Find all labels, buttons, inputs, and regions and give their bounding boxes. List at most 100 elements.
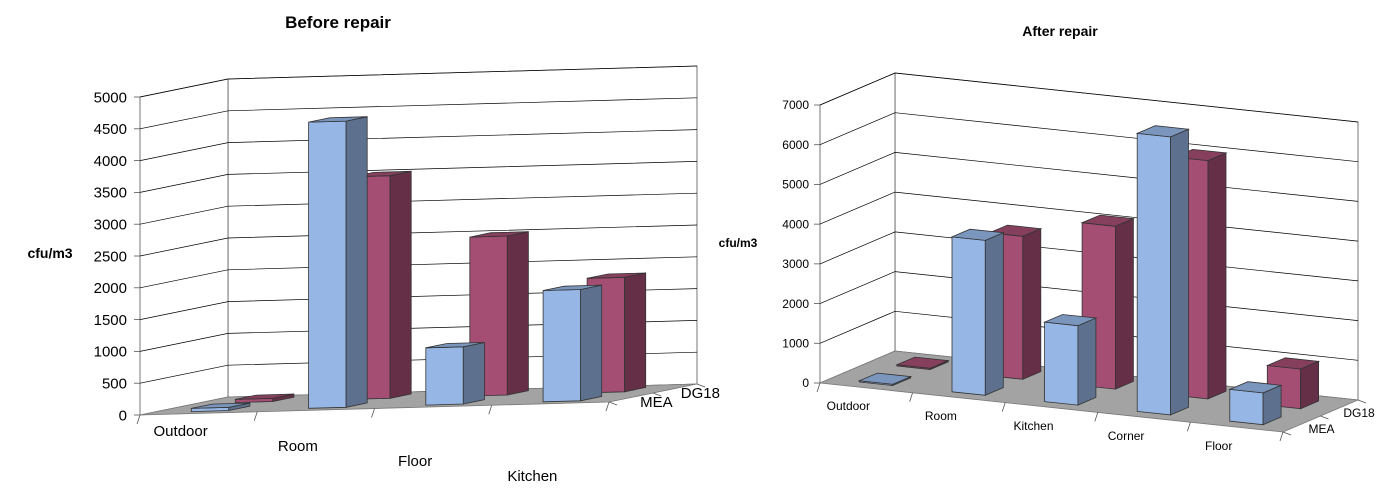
x-category-label: Floor xyxy=(398,453,432,470)
gridline xyxy=(139,320,698,352)
bar-side-face xyxy=(624,272,647,393)
bar-dg18 xyxy=(234,393,295,404)
bar-side-face xyxy=(1207,152,1227,400)
x-tick-mark xyxy=(136,414,141,425)
bar-mea xyxy=(190,402,251,413)
y-tick-label: 3000 xyxy=(94,216,127,233)
bar-mea xyxy=(308,116,368,409)
gridline xyxy=(139,129,698,161)
x-tick-mark xyxy=(1094,412,1099,422)
gridline xyxy=(139,97,698,130)
x-tick-mark xyxy=(253,411,258,421)
x-category-label: Kitchen xyxy=(507,468,557,485)
y-tick-label: 3500 xyxy=(94,185,127,202)
y-tick-label: 1500 xyxy=(94,312,127,329)
bar-side-face xyxy=(1077,317,1097,406)
bar-top-face xyxy=(543,284,602,291)
bar-top-face xyxy=(425,342,485,349)
bar-top-face xyxy=(895,356,950,369)
depth-tick-mark xyxy=(652,392,662,397)
bar-front-face xyxy=(425,346,464,406)
bar-top-face xyxy=(1043,314,1098,327)
y-tick-label: 7000 xyxy=(782,98,809,112)
bar-side-face xyxy=(389,170,412,399)
bar-side-face xyxy=(1300,360,1319,410)
x-category-label: Room xyxy=(278,438,318,455)
bar-mea xyxy=(1135,125,1191,416)
gridline xyxy=(819,112,1359,163)
bar-top-face xyxy=(1135,125,1191,138)
y-tick-label: 0 xyxy=(802,376,809,390)
x-tick-mark xyxy=(816,382,821,393)
bar-side-face xyxy=(984,232,1004,396)
x-tick-mark xyxy=(488,405,493,415)
x-category-label: Floor xyxy=(1205,439,1232,453)
y-tick-label: 4000 xyxy=(782,217,809,231)
bar-front-face xyxy=(1229,388,1264,426)
bar-top-face xyxy=(587,272,646,279)
gridline xyxy=(139,256,698,289)
bar-top-face xyxy=(857,372,913,385)
bar-side-face xyxy=(1170,128,1189,416)
bar-top-face xyxy=(950,228,1005,241)
bar-mea xyxy=(1043,314,1098,406)
bar-side-face xyxy=(462,342,485,405)
y-axis-label: cfu/m3 xyxy=(27,245,72,261)
x-category-label: Outdoor xyxy=(827,399,870,413)
bar-front-face xyxy=(542,289,581,403)
bar-mea xyxy=(425,342,485,406)
bar-mea xyxy=(542,284,603,403)
y-tick-label: 4000 xyxy=(94,153,127,170)
y-axis-label: cfu/m3 xyxy=(719,236,758,250)
y-tick-label: 1000 xyxy=(782,336,809,350)
bar-side-face xyxy=(580,284,603,402)
x-tick-mark xyxy=(1279,431,1284,442)
y-tick-label: 5000 xyxy=(94,89,127,106)
bar-side-face xyxy=(1022,228,1042,380)
depth-series-label: DG18 xyxy=(1343,406,1375,420)
y-tick-label: 2000 xyxy=(782,297,809,311)
gridline xyxy=(139,192,698,225)
bar-mea xyxy=(1228,381,1283,426)
bar-mea xyxy=(950,228,1005,396)
y-tick-label: 4500 xyxy=(94,121,127,138)
bar-side-face xyxy=(1115,217,1134,390)
y-tick-label: 5000 xyxy=(782,178,809,192)
x-category-label: Room xyxy=(925,409,957,423)
bar-top-face xyxy=(469,231,529,238)
chart-title: Before repair xyxy=(285,13,391,32)
x-category-label: Corner xyxy=(1108,429,1145,443)
y-tick-label: 2000 xyxy=(94,280,127,297)
x-tick-mark xyxy=(605,401,610,412)
gridline xyxy=(139,351,698,384)
depth-tick-mark xyxy=(1357,399,1367,404)
chart-0: 0 500 1000 1500 2000 2500 3000 3500 4000 4500 5000… xyxy=(27,13,720,485)
y-tick-label: 6000 xyxy=(782,138,809,152)
depth-tick-mark xyxy=(1320,415,1329,420)
bar-top-face xyxy=(1080,214,1135,227)
y-tick-label: 1000 xyxy=(94,344,127,361)
gridline xyxy=(139,224,698,257)
chart-1: 0 1000 2000 3000 4000 5000 6000 7000 Outdoor Room… xyxy=(719,23,1375,453)
y-tick-label: 0 xyxy=(119,407,127,424)
x-tick-mark xyxy=(1001,402,1006,412)
depth-series-label: MEA xyxy=(1308,422,1334,436)
bar-top-face xyxy=(191,402,250,409)
y-tick-label: 500 xyxy=(102,375,127,392)
bar-side-face xyxy=(506,231,529,396)
depth-tick-mark xyxy=(696,383,706,388)
bar-front-face xyxy=(1136,132,1171,416)
side-wall xyxy=(819,72,896,384)
depth-series-label: DG18 xyxy=(681,385,720,402)
x-tick-mark xyxy=(1187,422,1191,432)
x-category-label: Outdoor xyxy=(154,423,208,440)
x-category-label: Kitchen xyxy=(1013,419,1053,433)
bar-top-face xyxy=(235,393,294,400)
y-tick-label: 2500 xyxy=(94,248,127,265)
bar-mea xyxy=(857,372,913,387)
bar-front-face xyxy=(951,236,986,396)
depth-series-label: MEA xyxy=(640,394,673,411)
gridline xyxy=(139,161,698,193)
